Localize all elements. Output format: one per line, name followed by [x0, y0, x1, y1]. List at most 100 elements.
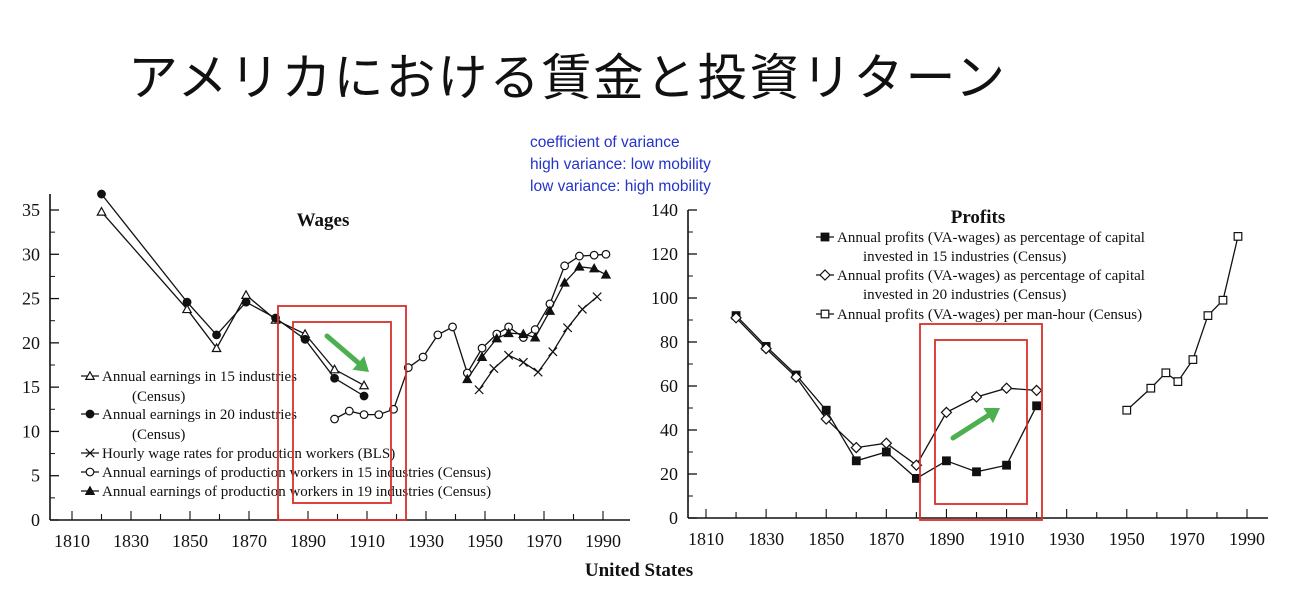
y-tick-label: 0	[31, 510, 40, 530]
data-point	[181, 303, 193, 314]
legend-key-marker	[85, 409, 95, 419]
legend-label: Annual earnings in 20 industries	[102, 407, 297, 423]
y-tick-label: 80	[660, 332, 678, 352]
variance-note-line: coefficient of variance	[530, 134, 680, 151]
trend-arrow-shaft	[950, 413, 991, 441]
y-tick-label: 60	[660, 376, 678, 396]
data-point	[533, 367, 543, 377]
x-tick-label: 1910	[989, 529, 1025, 549]
x-tick-label: 1810	[54, 531, 90, 551]
series-line	[101, 211, 365, 386]
legend-label: invested in 20 industries (Census)	[863, 287, 1066, 303]
slide-title: アメリカにおける賃金と投資リターン	[128, 49, 1007, 107]
data-point	[559, 277, 570, 287]
y-tick-label: 140	[651, 200, 678, 220]
highlight-box	[934, 339, 1028, 505]
legend-key-marker	[84, 370, 96, 380]
data-point	[240, 289, 252, 299]
data-point	[358, 379, 370, 390]
chart-title: Profits	[951, 207, 1006, 228]
x-tick-label: 1950	[1109, 529, 1145, 549]
y-tick-label: 120	[651, 244, 678, 264]
legend-label: invested in 15 industries (Census)	[863, 249, 1066, 265]
series-4	[330, 249, 611, 424]
trend-arrow-head	[983, 407, 1000, 424]
data-point	[821, 405, 831, 415]
data-point	[1002, 460, 1011, 470]
data-point	[448, 322, 457, 332]
x-tick-label: 1810	[688, 529, 724, 549]
data-point	[1030, 384, 1043, 397]
data-point	[575, 251, 584, 261]
data-point	[96, 206, 107, 216]
data-point	[491, 332, 503, 343]
data-point	[529, 332, 541, 342]
trend-arrow-head	[352, 356, 369, 372]
legend: Annual earnings in 15 industries (Census)…	[81, 369, 491, 500]
data-point	[474, 385, 484, 395]
y-tick-label: 40	[660, 420, 678, 440]
data-point	[241, 297, 251, 307]
data-point	[850, 441, 863, 454]
data-point	[211, 342, 222, 353]
legend-label: Hourly wage rates for production workers…	[102, 446, 395, 462]
legend: Annual profits (VA-wages) as percentage …	[816, 230, 1145, 323]
y-tick-label: 10	[22, 421, 40, 441]
legend-label: Annual earnings in 15 industries	[102, 369, 297, 385]
series-1	[731, 311, 1042, 483]
x-tick-label: 1930	[408, 531, 444, 551]
country-label: United States	[0, 560, 1290, 582]
highlight-box	[277, 305, 407, 521]
data-point	[881, 447, 891, 457]
data-point	[359, 391, 369, 401]
legend-label: Annual profits (VA-wages) as percentage …	[837, 230, 1145, 246]
data-point	[1000, 382, 1013, 395]
data-point	[182, 297, 192, 307]
data-point	[1173, 377, 1183, 386]
data-point	[1032, 401, 1042, 411]
legend-label: Annual profits (VA-wages) as percentage …	[837, 268, 1145, 284]
country-label-text: United States	[584, 560, 694, 581]
data-point	[592, 292, 602, 302]
legend-label: (Census)	[132, 389, 185, 405]
data-point	[548, 347, 558, 357]
series-line	[466, 266, 607, 380]
data-point	[489, 363, 499, 374]
data-point	[562, 323, 573, 333]
data-point	[1122, 405, 1132, 415]
y-tick-label: 30	[22, 244, 40, 264]
x-tick-label: 1850	[808, 529, 844, 549]
data-point	[911, 474, 921, 483]
data-point	[359, 410, 369, 420]
y-tick-label: 20	[22, 333, 40, 353]
data-point	[344, 406, 354, 416]
x-tick-label: 1910	[349, 531, 385, 551]
x-tick-label: 1870	[231, 531, 267, 551]
data-point	[820, 413, 833, 425]
x-tick-label: 1890	[928, 529, 964, 549]
data-point	[790, 371, 803, 384]
x-tick-label: 1930	[1049, 529, 1085, 549]
data-point	[544, 305, 556, 315]
series-line	[478, 296, 598, 391]
data-point	[600, 269, 612, 279]
series-3	[1122, 232, 1243, 415]
data-point	[97, 189, 106, 199]
data-point	[1146, 383, 1156, 393]
x-tick-label: 1950	[467, 531, 503, 551]
legend-key-marker	[820, 232, 830, 242]
x-tick-label: 1870	[868, 529, 904, 549]
data-point	[476, 351, 488, 361]
data-point	[730, 311, 742, 324]
chart-title: Wages	[297, 210, 350, 231]
data-point	[1233, 232, 1243, 241]
legend-label: Annual earnings of production workers in…	[102, 484, 491, 500]
y-tick-label: 35	[22, 200, 40, 220]
legend-key-marker	[819, 269, 831, 281]
data-point	[601, 249, 611, 259]
data-point	[589, 250, 599, 260]
data-point	[433, 330, 443, 340]
data-point	[329, 363, 340, 374]
x-tick-label: 1850	[172, 531, 208, 551]
